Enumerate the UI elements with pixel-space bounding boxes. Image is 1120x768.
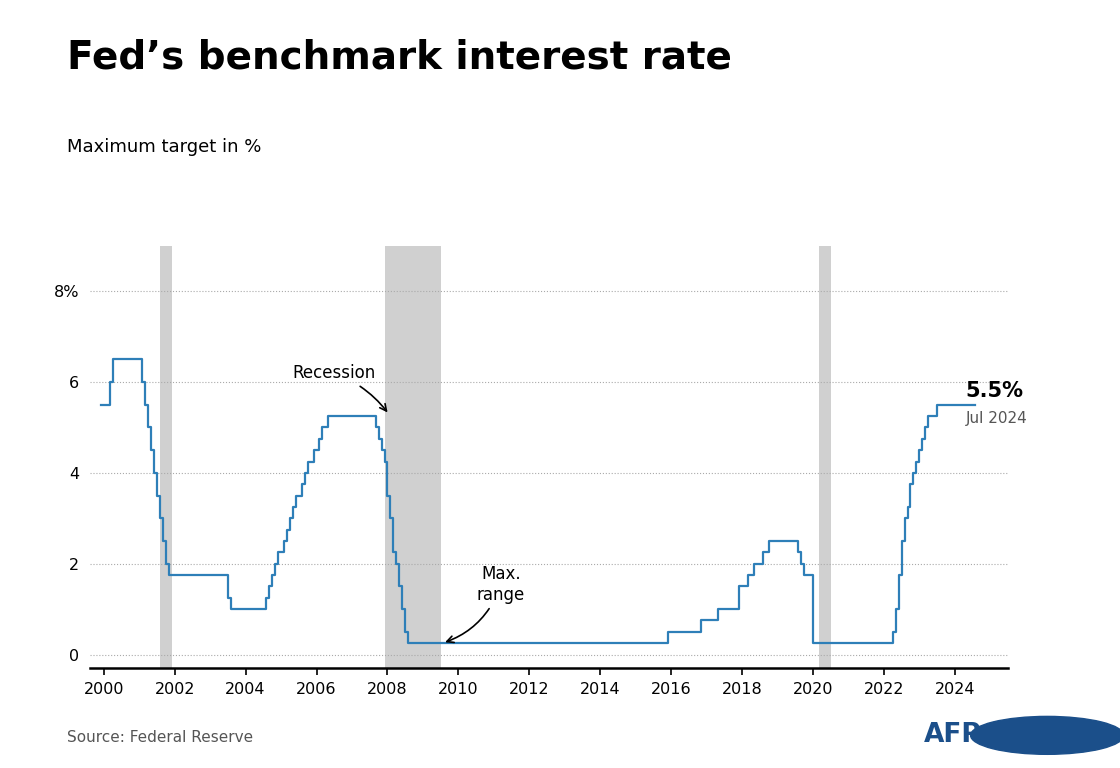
Text: Jul 2024: Jul 2024 (965, 411, 1027, 425)
Bar (160, 246, 171, 668)
Text: Fed’s benchmark interest rate: Fed’s benchmark interest rate (67, 38, 732, 76)
Text: Recession: Recession (292, 364, 386, 411)
Text: AFP: AFP (924, 723, 981, 748)
Text: Maximum target in %: Maximum target in % (67, 138, 262, 156)
Bar (384, 246, 440, 668)
Text: Max.
range: Max. range (447, 564, 525, 643)
Circle shape (971, 717, 1120, 754)
Text: 5.5%: 5.5% (965, 381, 1024, 401)
Bar (819, 246, 831, 668)
Text: Source: Federal Reserve: Source: Federal Reserve (67, 730, 253, 745)
